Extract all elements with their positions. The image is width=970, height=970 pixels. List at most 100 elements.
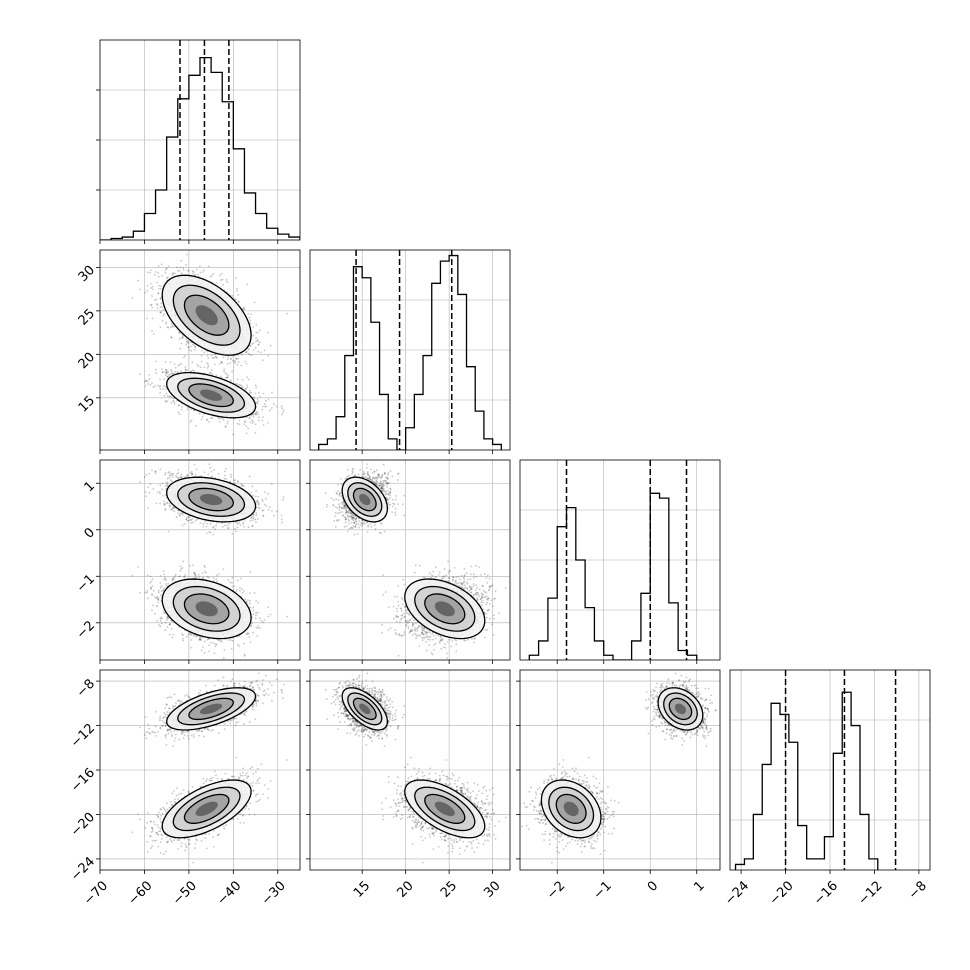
scatter-point: [151, 306, 154, 309]
scatter-point: [257, 419, 260, 422]
scatter-point: [131, 297, 134, 299]
scatter-point: [159, 311, 162, 313]
scatter-point: [286, 312, 289, 315]
scatter-point: [231, 576, 234, 579]
histogram-step: [100, 56, 300, 240]
scatter-point: [146, 317, 148, 320]
scatter-point: [168, 623, 171, 626]
scatter-point: [215, 578, 218, 581]
scatter-point: [160, 302, 163, 305]
scatter-point: [226, 362, 229, 365]
scatter-point: [145, 380, 148, 382]
scatter-point: [239, 577, 242, 580]
scatter-point: [269, 613, 272, 616]
scatter-point: [200, 354, 203, 357]
scatter-point: [161, 319, 164, 322]
scatter-point: [234, 299, 237, 301]
scatter-point: [158, 284, 160, 287]
scatter-point: [167, 265, 170, 268]
scatter-point: [160, 285, 163, 288]
scatter-point: [236, 363, 239, 366]
scatter-point: [151, 285, 154, 288]
scatter-point: [249, 571, 252, 574]
scatter-point: [145, 379, 147, 382]
scatter-point: [170, 326, 172, 329]
scatter-point: [204, 566, 206, 569]
scatter-point: [244, 387, 247, 390]
scatter-point: [197, 365, 200, 368]
scatter-point: [242, 307, 245, 310]
scatter-point: [148, 373, 151, 376]
scatter-point: [221, 362, 223, 364]
scatter-point: [165, 368, 168, 371]
scatter-point: [245, 362, 248, 365]
scatter-point: [265, 405, 268, 408]
scatter-point: [254, 617, 257, 620]
scatter-point: [248, 636, 251, 638]
scatter-point: [217, 639, 220, 642]
scatter-point: [185, 253, 188, 256]
scatter-point: [198, 576, 201, 579]
scatter-point: [156, 304, 159, 306]
scatter-point: [199, 271, 202, 274]
scatter-point: [139, 373, 141, 375]
scatter-point: [165, 388, 167, 391]
scatter-point: [181, 337, 183, 340]
scatter-point: [159, 619, 162, 622]
scatter-point: [160, 617, 163, 620]
scatter-point: [191, 361, 194, 364]
scatter-point: [171, 373, 174, 375]
scatter-point: [179, 575, 181, 578]
scatter-point: [155, 303, 158, 305]
scatter-point: [235, 289, 238, 292]
scatter-point: [165, 372, 168, 374]
scatter-point: [180, 567, 183, 570]
scatter-point: [246, 384, 249, 387]
scatter-point: [218, 638, 221, 641]
scatter-point: [171, 325, 174, 328]
histogram-panel: [310, 250, 510, 450]
scatter-point: [231, 639, 234, 642]
scatter-point: [163, 313, 165, 316]
scatter-point: [205, 419, 208, 422]
scatter-point: [221, 417, 224, 420]
scatter-point: [170, 396, 173, 399]
scatter-point: [199, 366, 202, 369]
scatter-point: [167, 370, 170, 373]
scatter-point: [256, 398, 259, 400]
scatter-point: [169, 395, 172, 398]
scatter-point: [222, 568, 225, 571]
scatter-point: [254, 384, 257, 387]
scatter-point: [154, 385, 156, 387]
scatter-point: [165, 584, 168, 587]
scatter-point: [248, 632, 250, 635]
scatter-point: [238, 635, 241, 637]
scatter-point: [249, 389, 252, 392]
scatter-point: [171, 577, 174, 580]
scatter-point: [247, 427, 250, 430]
scatter-point: [218, 417, 221, 420]
scatter-point: [159, 297, 162, 300]
scatter-point: [236, 383, 239, 385]
scatter-point: [172, 633, 175, 636]
scatter-point: [206, 354, 209, 357]
scatter-point: [245, 416, 248, 419]
scatter-point: [207, 363, 209, 366]
scatter-point: [248, 417, 251, 420]
scatter-point: [159, 311, 162, 314]
scatter-point: [241, 386, 244, 389]
scatter-point: [159, 388, 162, 391]
scatter-point: [250, 414, 253, 417]
scatter-point: [215, 356, 218, 359]
scatter-point: [189, 408, 192, 411]
scatter-point: [240, 364, 243, 367]
scatter-point: [257, 343, 260, 346]
scatter-point: [164, 269, 167, 272]
scatter-point: [256, 401, 258, 404]
scatter-point: [159, 575, 162, 577]
scatter-point: [262, 392, 265, 395]
scatter-point: [235, 590, 238, 593]
scatter-point: [255, 611, 257, 614]
scatter-point: [200, 349, 203, 352]
scatter-point: [149, 282, 152, 285]
